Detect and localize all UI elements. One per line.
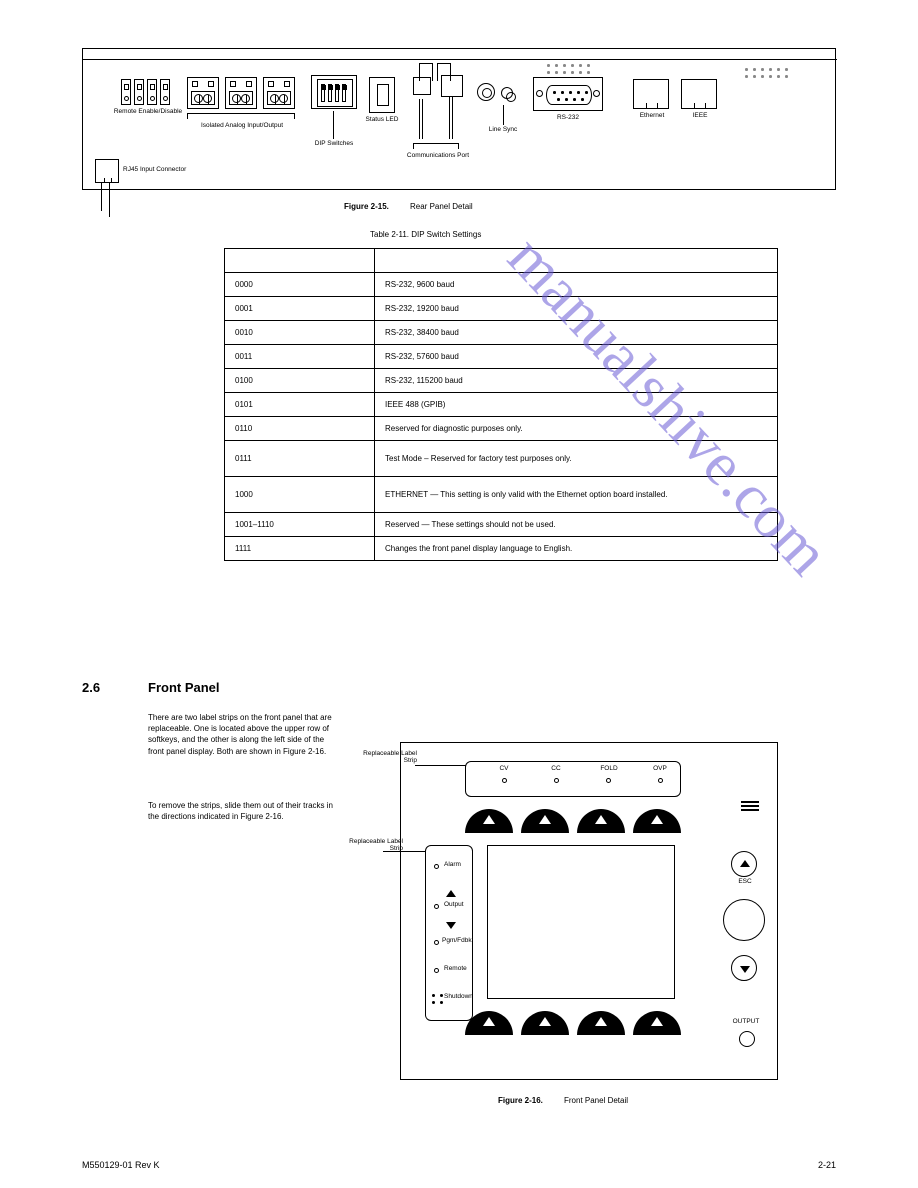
dial-icon: [723, 899, 765, 941]
rj45-icon: [681, 79, 717, 109]
table-header: SETTING: [225, 249, 375, 273]
bracket: [413, 143, 459, 149]
front-panel-diagram: CV CC FOLD OVP Replaceable Label Strip A…: [400, 742, 778, 1080]
bnc-small-icon: [501, 87, 513, 99]
table-row: 0010RS-232, 38400 baud: [225, 321, 778, 345]
table-row: 0100RS-232, 115200 baud: [225, 369, 778, 393]
footer-right: 2-21: [818, 1160, 836, 1170]
footer-left: M550129-01 Rev K: [82, 1160, 160, 1170]
lead-line: [503, 105, 504, 125]
table-row: 0011RS-232, 57600 baud: [225, 345, 778, 369]
softkey-icon: [521, 809, 569, 833]
pin-header-icon: [743, 67, 797, 81]
line-sync-label: Line Sync: [481, 127, 525, 134]
connector-a-icon: [413, 77, 431, 95]
seven-seg-icon: [369, 77, 395, 113]
dip-switch-icon: [317, 79, 353, 107]
figure-title-2: Front Panel Detail: [564, 1096, 628, 1105]
table-row: 1000ETHERNET — This setting is only vali…: [225, 477, 778, 513]
output-button: [739, 1031, 755, 1047]
table-row: 0101IEEE 488 (GPIB): [225, 393, 778, 417]
down-button: [731, 955, 757, 981]
softkey-icon: [577, 1011, 625, 1035]
screw-terminal-icon: [225, 77, 257, 109]
rj45-plug-icon: [95, 159, 119, 183]
connector-b-icon: [441, 75, 463, 97]
left-label-strip: Alarm Output Pgm/Fdbk Remote Shutdown: [425, 845, 473, 1021]
callout-top: Replaceable Label Strip: [357, 751, 417, 765]
dip-label: DIP Switches: [311, 141, 357, 148]
rear-panel-diagram: Remote Enable/Disable Isolated Analog In…: [82, 48, 836, 190]
ieee-label: IEEE: [685, 113, 715, 120]
table-title: Table 2-11. DIP Switch Settings: [370, 230, 481, 239]
softkey-icon: [577, 809, 625, 833]
menu-icon: [741, 801, 759, 813]
figure-title: Rear Panel Detail: [410, 202, 473, 211]
table-row: 0110Reserved for diagnostic purposes onl…: [225, 417, 778, 441]
figure-label: Figure 2-15.: [344, 202, 389, 211]
softkey-icon: [465, 809, 513, 833]
top-label-strip: CV CC FOLD OVP: [465, 761, 681, 797]
table-header-row: SETTING COMMUNICATIONS CONFIGURATION: [225, 249, 778, 273]
bnc-icon: [477, 83, 495, 101]
table-row: 0001RS-232, 19200 baud: [225, 297, 778, 321]
table-header: COMMUNICATIONS CONFIGURATION: [375, 249, 778, 273]
rj45-icon: [633, 79, 669, 109]
divider: [83, 59, 837, 60]
remote-enable-label: Remote Enable/Disable: [113, 109, 183, 116]
screw-terminal-icon: [187, 77, 219, 109]
softkey-icon: [633, 809, 681, 833]
dip-switch-table: SETTING COMMUNICATIONS CONFIGURATION 000…: [224, 248, 778, 561]
callout-left: Replaceable Label Strip: [343, 839, 403, 853]
figure-label-2: Figure 2-16.: [498, 1096, 543, 1105]
rs232-label: RS-232: [545, 115, 591, 122]
triangle-down-icon: [446, 922, 456, 929]
table-row: 0111Test Mode – Reserved for factory tes…: [225, 441, 778, 477]
pin-header-icon: [545, 63, 599, 77]
table-row: 1001–1110Reserved — These settings shoul…: [225, 513, 778, 537]
section-title: Front Panel: [148, 680, 220, 695]
com-port-label: Communications Port: [395, 153, 481, 160]
softkey-icon: [633, 1011, 681, 1035]
wire-icon: [109, 183, 110, 217]
screw-terminal-icon: [263, 77, 295, 109]
section-number: 2.6: [82, 680, 100, 695]
table-row: 1111Changes the front panel display lang…: [225, 537, 778, 561]
wire-icon: [101, 183, 102, 211]
terminal-block-icon: [121, 79, 175, 105]
esc-button: [731, 851, 757, 877]
db9-icon: [533, 77, 603, 111]
bracket: [187, 113, 295, 119]
lead-line: [333, 111, 334, 139]
ethernet-label: Ethernet: [631, 113, 673, 120]
lcd-icon: [487, 845, 675, 999]
triangle-up-icon: [446, 890, 456, 897]
rj45-input-label: RJ45 Input Connector: [123, 167, 193, 174]
status-led-label: Status LED: [361, 117, 403, 124]
cable-icon: [419, 99, 423, 139]
softkey-icon: [521, 1011, 569, 1035]
body-paragraph: To remove the strips, slide them out of …: [148, 800, 334, 822]
analog-io-label: Isolated Analog Input/Output: [177, 123, 307, 130]
cable-icon: [449, 97, 453, 139]
body-paragraph: There are two label strips on the front …: [148, 712, 334, 757]
table-row: 0000RS-232, 9600 baud: [225, 273, 778, 297]
